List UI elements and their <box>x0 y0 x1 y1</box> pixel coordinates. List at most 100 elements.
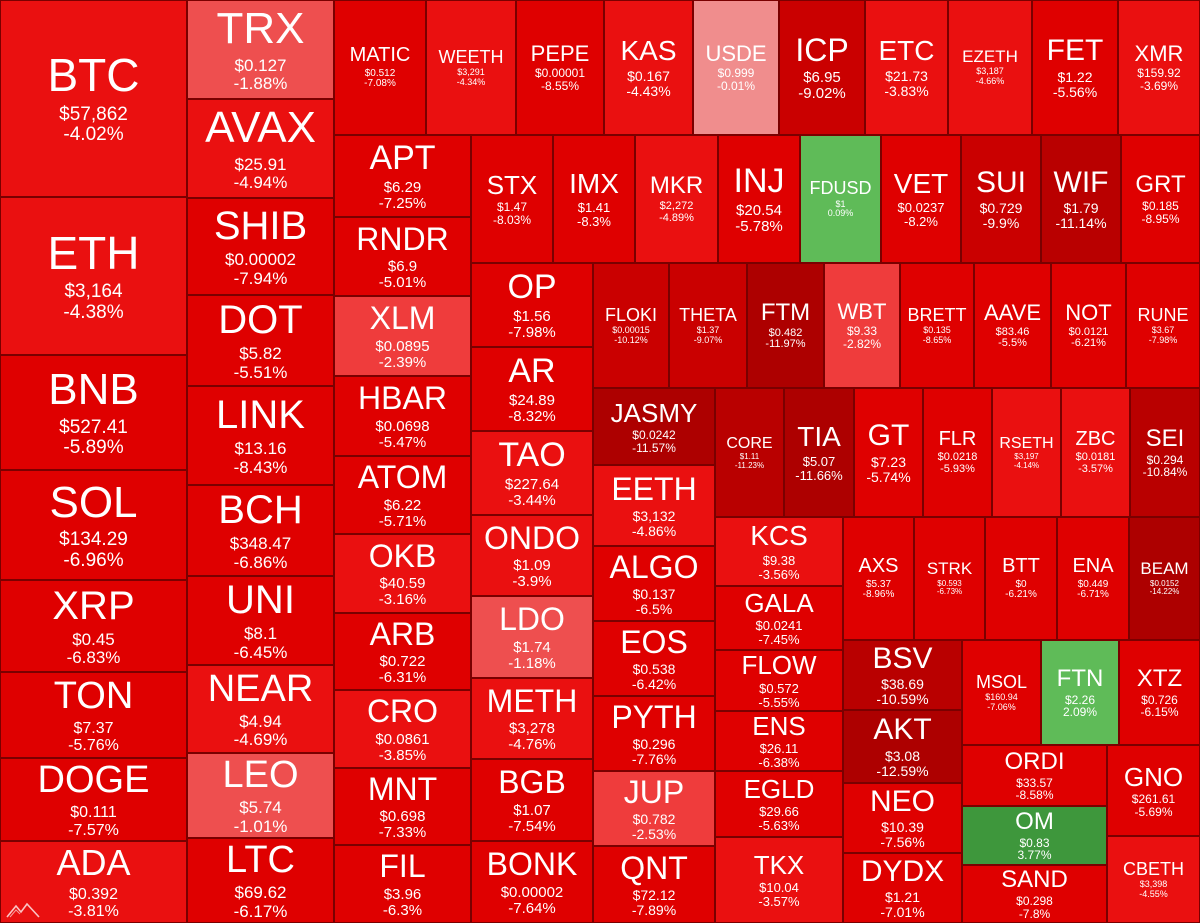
tile-dot[interactable]: DOT $5.82 -5.51% <box>187 295 334 386</box>
tile-algo[interactable]: ALGO $0.137 -6.5% <box>593 546 715 621</box>
tile-imx[interactable]: IMX $1.41 -8.3% <box>553 135 635 263</box>
tile-xtz[interactable]: XTZ $0.726 -6.15% <box>1119 640 1200 745</box>
tile-doge[interactable]: DOGE $0.111 -7.57% <box>0 758 187 841</box>
tile-sol[interactable]: SOL $134.29 -6.96% <box>0 470 187 580</box>
tile-flow[interactable]: FLOW $0.572 -5.55% <box>715 650 843 711</box>
tile-bonk[interactable]: BONK $0.00002 -7.64% <box>471 841 593 923</box>
tile-vet[interactable]: VET $0.0237 -8.2% <box>881 135 961 263</box>
tile-sei[interactable]: SEI $0.294 -10.84% <box>1130 388 1200 517</box>
tile-tia[interactable]: TIA $5.07 -11.66% <box>784 388 854 517</box>
tile-kas[interactable]: KAS $0.167 -4.43% <box>604 0 693 135</box>
tile-gt[interactable]: GT $7.23 -5.74% <box>854 388 923 517</box>
tile-dydx[interactable]: DYDX $1.21 -7.01% <box>843 853 962 923</box>
tile-inj[interactable]: INJ $20.54 -5.78% <box>718 135 800 263</box>
tile-trx[interactable]: TRX $0.127 -1.88% <box>187 0 334 99</box>
tile-rndr[interactable]: RNDR $6.9 -5.01% <box>334 217 471 296</box>
tile-strk[interactable]: STRK $0.593 -6.73% <box>914 517 985 640</box>
tile-eos[interactable]: EOS $0.538 -6.42% <box>593 621 715 696</box>
tile-neo[interactable]: NEO $10.39 -7.56% <box>843 783 962 853</box>
tile-btc[interactable]: BTC $57,862 -4.02% <box>0 0 187 197</box>
tile-ftm[interactable]: FTM $0.482 -11.97% <box>747 263 824 388</box>
tile-apt[interactable]: APT $6.29 -7.25% <box>334 135 471 217</box>
tile-cbeth[interactable]: CBETH $3,398 -4.55% <box>1107 836 1200 923</box>
tile-gno[interactable]: GNO $261.61 -5.69% <box>1107 745 1200 836</box>
tile-floki[interactable]: FLOKI $0.00015 -10.12% <box>593 263 669 388</box>
tile-bnb[interactable]: BNB $527.41 -5.89% <box>0 355 187 470</box>
tile-bch[interactable]: BCH $348.47 -6.86% <box>187 485 334 576</box>
tile-core[interactable]: CORE $1.11 -11.23% <box>715 388 784 517</box>
tile-mkr[interactable]: MKR $2,272 -4.89% <box>635 135 718 263</box>
tile-etc[interactable]: ETC $21.73 -3.83% <box>865 0 948 135</box>
tile-wbt[interactable]: WBT $9.33 -2.82% <box>824 263 900 388</box>
tile-rune[interactable]: RUNE $3.67 -7.98% <box>1126 263 1200 388</box>
tile-atom[interactable]: ATOM $6.22 -5.71% <box>334 456 471 534</box>
tile-mnt[interactable]: MNT $0.698 -7.33% <box>334 768 471 845</box>
tile-uni[interactable]: UNI $8.1 -6.45% <box>187 576 334 665</box>
tile-ltc[interactable]: LTC $69.62 -6.17% <box>187 838 334 923</box>
tile-meth[interactable]: METH $3,278 -4.76% <box>471 678 593 759</box>
tile-arb[interactable]: ARB $0.722 -6.31% <box>334 613 471 690</box>
tile-shib[interactable]: SHIB $0.00002 -7.94% <box>187 198 334 295</box>
tile-eeth[interactable]: EETH $3,132 -4.86% <box>593 465 715 546</box>
tile-wif[interactable]: WIF $1.79 -11.14% <box>1041 135 1121 263</box>
tile-xmr[interactable]: XMR $159.92 -3.69% <box>1118 0 1200 135</box>
tile-sand[interactable]: SAND $0.298 -7.8% <box>962 865 1107 923</box>
tile-jup[interactable]: JUP $0.782 -2.53% <box>593 771 715 846</box>
tile-gala[interactable]: GALA $0.0241 -7.45% <box>715 586 843 650</box>
tile-stx[interactable]: STX $1.47 -8.03% <box>471 135 553 263</box>
tile-link[interactable]: LINK $13.16 -8.43% <box>187 386 334 485</box>
tile-usde[interactable]: USDE $0.999 -0.01% <box>693 0 779 135</box>
tile-okb[interactable]: OKB $40.59 -3.16% <box>334 534 471 613</box>
tile-xrp[interactable]: XRP $0.45 -6.83% <box>0 580 187 672</box>
tile-icp[interactable]: ICP $6.95 -9.02% <box>779 0 865 135</box>
tile-qnt[interactable]: QNT $72.12 -7.89% <box>593 846 715 923</box>
tile-hbar[interactable]: HBAR $0.0698 -5.47% <box>334 376 471 456</box>
tile-near[interactable]: NEAR $4.94 -4.69% <box>187 665 334 753</box>
tile-tkx[interactable]: TKX $10.04 -3.57% <box>715 837 843 923</box>
tile-leo[interactable]: LEO $5.74 -1.01% <box>187 753 334 838</box>
tile-ton[interactable]: TON $7.37 -5.76% <box>0 672 187 758</box>
tile-jasmy[interactable]: JASMY $0.0242 -11.57% <box>593 388 715 465</box>
tile-bgb[interactable]: BGB $1.07 -7.54% <box>471 759 593 841</box>
tile-aave[interactable]: AAVE $83.46 -5.5% <box>974 263 1051 388</box>
tile-xlm[interactable]: XLM $0.0895 -2.39% <box>334 296 471 376</box>
tile-ar[interactable]: AR $24.89 -8.32% <box>471 347 593 431</box>
tile-symbol: TRX <box>216 4 305 54</box>
tile-ens[interactable]: ENS $26.11 -6.38% <box>715 711 843 771</box>
tile-sui[interactable]: SUI $0.729 -9.9% <box>961 135 1041 263</box>
tile-btt[interactable]: BTT $0 -6.21% <box>985 517 1057 640</box>
tile-ftn[interactable]: FTN $2.26 2.09% <box>1041 640 1119 745</box>
tile-eth[interactable]: ETH $3,164 -4.38% <box>0 197 187 355</box>
tile-beam[interactable]: BEAM $0.0152 -14.22% <box>1129 517 1200 640</box>
tile-grt[interactable]: GRT $0.185 -8.95% <box>1121 135 1200 263</box>
tile-cro[interactable]: CRO $0.0861 -3.85% <box>334 690 471 768</box>
tile-fet[interactable]: FET $1.22 -5.56% <box>1032 0 1118 135</box>
tile-flr[interactable]: FLR $0.0218 -5.93% <box>923 388 992 517</box>
tile-axs[interactable]: AXS $5.37 -8.96% <box>843 517 914 640</box>
tile-egld[interactable]: EGLD $29.66 -5.63% <box>715 771 843 837</box>
tile-op[interactable]: OP $1.56 -7.98% <box>471 263 593 347</box>
tile-pyth[interactable]: PYTH $0.296 -7.76% <box>593 696 715 771</box>
tile-brett[interactable]: BRETT $0.135 -8.65% <box>900 263 974 388</box>
tile-matic[interactable]: MATIC $0.512 -7.08% <box>334 0 426 135</box>
tile-rseth[interactable]: RSETH $3,197 -4.14% <box>992 388 1061 517</box>
tile-kcs[interactable]: KCS $9.38 -3.56% <box>715 517 843 586</box>
tile-msol[interactable]: MSOL $160.94 -7.06% <box>962 640 1041 745</box>
tile-akt[interactable]: AKT $3.08 -12.59% <box>843 710 962 783</box>
tile-ondo[interactable]: ONDO $1.09 -3.9% <box>471 515 593 596</box>
tile-ldo[interactable]: LDO $1.74 -1.18% <box>471 596 593 678</box>
tile-ezeth[interactable]: EZETH $3,187 -4.66% <box>948 0 1032 135</box>
tile-om[interactable]: OM $0.83 3.77% <box>962 806 1107 865</box>
tile-zbc[interactable]: ZBC $0.0181 -3.57% <box>1061 388 1130 517</box>
tile-not[interactable]: NOT $0.0121 -6.21% <box>1051 263 1126 388</box>
tile-fdusd[interactable]: FDUSD $1 0.09% <box>800 135 881 263</box>
tile-tao[interactable]: TAO $227.64 -3.44% <box>471 431 593 515</box>
tile-weeth[interactable]: WEETH $3,291 -4.34% <box>426 0 516 135</box>
tile-ordi[interactable]: ORDI $33.57 -8.58% <box>962 745 1107 806</box>
tile-bsv[interactable]: BSV $38.69 -10.59% <box>843 640 962 710</box>
tile-theta[interactable]: THETA $1.37 -9.07% <box>669 263 747 388</box>
tile-avax[interactable]: AVAX $25.91 -4.94% <box>187 99 334 198</box>
tile-ena[interactable]: ENA $0.449 -6.71% <box>1057 517 1129 640</box>
tile-pepe[interactable]: PEPE $0.00001 -8.55% <box>516 0 604 135</box>
tile-fil[interactable]: FIL $3.96 -6.3% <box>334 845 471 923</box>
